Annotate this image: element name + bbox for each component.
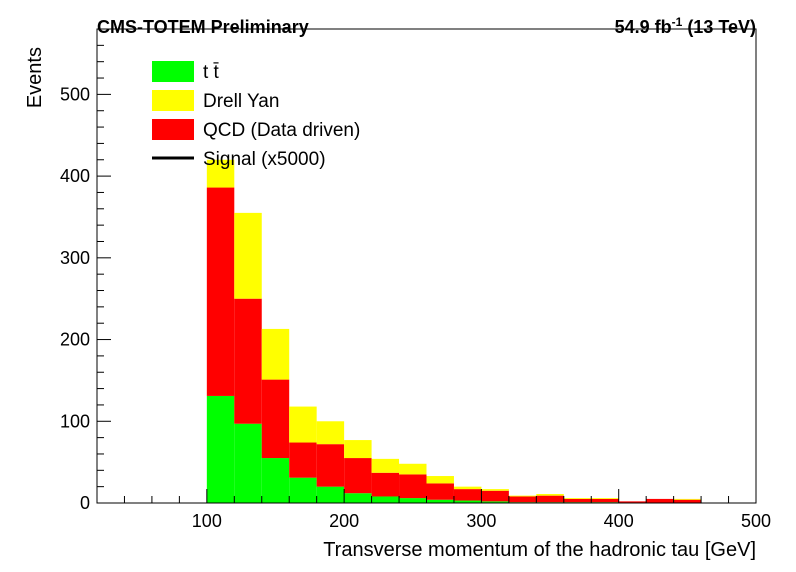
y-axis-ticks: 0 100 200 300 400 500 [60,28,111,513]
energy-label: (13 TeV) [687,17,756,37]
bar-series0-bin10 [481,501,509,503]
bar-series2-bin7 [399,463,427,475]
bar-series2-bin6 [371,458,400,473]
plot-frame [96,28,757,504]
x-tick-label: 400 [604,511,634,531]
bar-series0-bin5 [344,493,372,503]
luminosity-exponent: -1 [672,15,683,29]
bar-series1-bin10 [481,490,509,502]
bar-series2-bin8 [426,476,454,484]
bar-series2-bin3 [289,406,317,443]
y-tick-label: 100 [60,411,90,431]
legend-swatch [152,119,194,140]
bar-series1-bin13 [563,498,592,503]
x-tick-label: 300 [466,511,496,531]
y-axis-title: Events [24,47,46,108]
bar-series1-bin15 [618,501,647,503]
legend-label: t t̄ [203,62,220,83]
bar-series0-bin8 [426,499,454,503]
x-tick-label: 500 [741,511,771,531]
y-tick-label: 500 [60,84,90,104]
bar-series2-bin11 [508,495,537,497]
y-tick-label: 0 [80,493,90,513]
bar-series2-bin2 [261,328,290,380]
bar-series1-bin16 [646,498,674,503]
bar-series2-bin10 [481,489,509,491]
legend-swatch [152,61,194,82]
bar-series2-bin12 [536,494,564,496]
bar-series1-bin6 [371,472,400,497]
bar-series1-bin2 [261,379,290,459]
y-tick-label: 300 [60,248,90,268]
x-axis-ticks: 100 200 300 400 500 [96,489,771,531]
bar-series2-bin1 [234,212,262,299]
x-axis-title: Transverse momentum of the hadronic tau … [323,539,756,561]
legend-label: QCD (Data driven) [203,120,360,141]
bar-series1-bin8 [426,483,454,500]
bar-series2-bin5 [344,440,372,459]
y-tick-label: 200 [60,330,90,350]
bar-series0-bin9 [453,500,482,503]
bar-series0-bin7 [399,498,427,503]
luminosity-label: 54.9 fb-1 (13 TeV) [615,15,756,37]
bar-series1-bin14 [591,498,619,503]
bar-series0-bin1 [234,423,262,503]
bar-series2-bin14 [591,498,619,499]
histogram-bars [206,159,702,503]
experiment-label: CMS-TOTEM Preliminary [97,17,309,37]
bar-series0-bin3 [289,477,317,503]
x-tick-label: 200 [329,511,359,531]
bar-series1-bin7 [399,474,427,499]
legend-swatch [152,90,194,111]
bar-series2-bin9 [453,486,482,490]
bar-series2-bin13 [563,498,592,499]
bar-series0-bin4 [316,486,345,503]
x-tick-label: 100 [192,511,222,531]
bar-series1-bin5 [344,458,372,494]
legend-label: Signal (x5000) [203,149,326,170]
bar-series1-bin9 [453,489,482,501]
y-tick-label: 400 [60,166,90,186]
bar-series2-bin4 [316,421,345,445]
bar-series1-bin12 [536,495,564,503]
bar-series0-bin0 [206,395,235,503]
bar-series0-bin2 [261,458,290,503]
bar-series1-bin11 [508,496,537,503]
legend-label: Drell Yan [203,91,279,112]
bar-series2-bin0 [206,159,235,188]
bar-series1-bin3 [289,442,317,478]
legend: t t̄ Drell Yan QCD (Data driven) Signal (x5… [152,61,360,170]
bar-series0-bin6 [371,496,400,503]
bar-series1-bin0 [206,187,235,396]
bar-series1-bin1 [234,298,262,424]
bar-series2-bin17 [673,498,702,500]
bar-series1-bin17 [673,499,702,503]
luminosity-value: 54.9 fb [615,17,672,37]
bar-series1-bin4 [316,444,345,487]
